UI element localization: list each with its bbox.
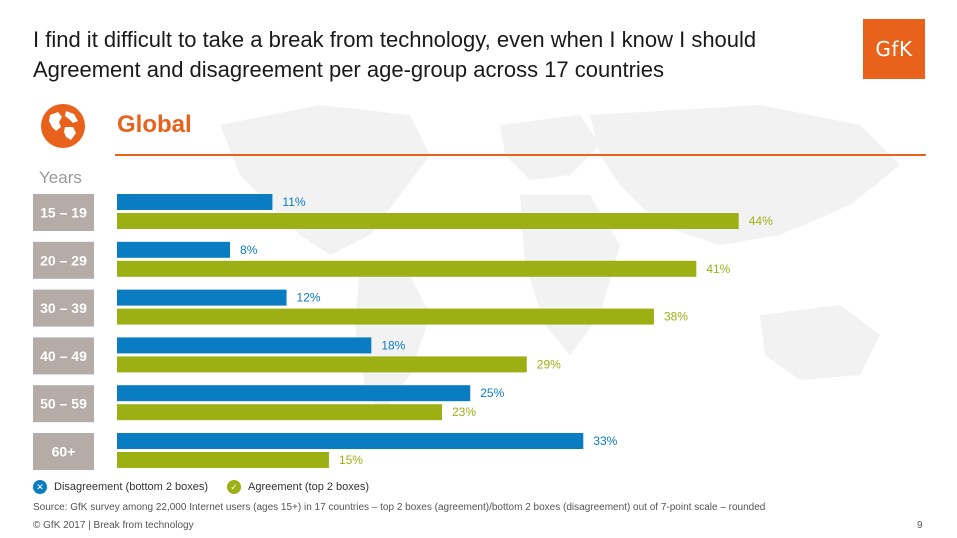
agreement-value-label: 38% [664, 310, 688, 324]
title-line-2: Agreement and disagreement per age-group… [33, 57, 665, 82]
agreement-value-label: 41% [706, 262, 730, 276]
age-group-label: 30 – 39 [40, 300, 87, 316]
age-group-label: 40 – 49 [40, 348, 87, 364]
disagreement-value-label: 8% [240, 243, 258, 257]
disagreement-bar [117, 337, 372, 354]
legend-agreement: ✓ Agreement (top 2 boxes) [227, 480, 369, 494]
gfk-logo: GfK [863, 19, 925, 79]
agreement-bar [117, 452, 329, 468]
disagreement-bar [117, 194, 273, 210]
legend-disagreement: ✕ Disagreement (bottom 2 boxes) [33, 480, 208, 494]
age-group-box [33, 337, 94, 375]
age-group-box [33, 385, 94, 423]
region-heading: Global [117, 111, 192, 138]
disagreement-bar [117, 385, 471, 402]
agreement-bar [117, 213, 739, 229]
legend-agreement-label: Agreement (top 2 boxes) [248, 481, 370, 493]
age-group-box [33, 433, 94, 470]
age-group-box [33, 241, 94, 279]
agreement-value-label: 15% [339, 453, 363, 467]
region-divider [115, 154, 926, 156]
agreement-bar [117, 404, 442, 421]
age-group-box [33, 289, 94, 327]
disagreement-marker-icon: ✕ [33, 480, 47, 494]
years-label: Years [39, 168, 82, 187]
agreement-marker-icon: ✓ [227, 480, 241, 494]
title-line-1: I find it difficult to take a break from… [33, 27, 757, 52]
disagreement-bar [117, 433, 584, 449]
disagreement-value-label: 18% [381, 338, 405, 352]
globe-icon [41, 104, 85, 148]
agreement-value-label: 44% [749, 214, 773, 228]
age-group-box [33, 194, 94, 231]
disagreement-value-label: 12% [297, 291, 321, 305]
age-group-label: 60+ [52, 444, 76, 460]
agreement-bar [117, 260, 697, 277]
disagreement-value-label: 25% [480, 386, 504, 400]
source-note: Source: GfK survey among 22,000 Internet… [33, 502, 766, 513]
disagreement-bar [117, 289, 287, 306]
age-group-label: 15 – 19 [40, 205, 87, 221]
legend-disagreement-label: Disagreement (bottom 2 boxes) [54, 481, 209, 493]
chart-title: I find it difficult to take a break from… [33, 25, 756, 85]
page-number: 9 [917, 520, 923, 531]
disagreement-value-label: 33% [593, 434, 617, 448]
age-group-label: 50 – 59 [40, 396, 87, 412]
disagreement-bar [117, 241, 231, 258]
agreement-value-label: 23% [452, 405, 476, 419]
footer-text: © GfK 2017 | Break from technology [33, 520, 194, 531]
logo-text: GfK [875, 37, 913, 61]
agreement-bar [117, 356, 527, 373]
age-group-label: 20 – 29 [40, 252, 87, 268]
agreement-value-label: 29% [537, 357, 561, 371]
agreement-bar [117, 308, 654, 325]
disagreement-value-label: 11% [282, 195, 305, 209]
